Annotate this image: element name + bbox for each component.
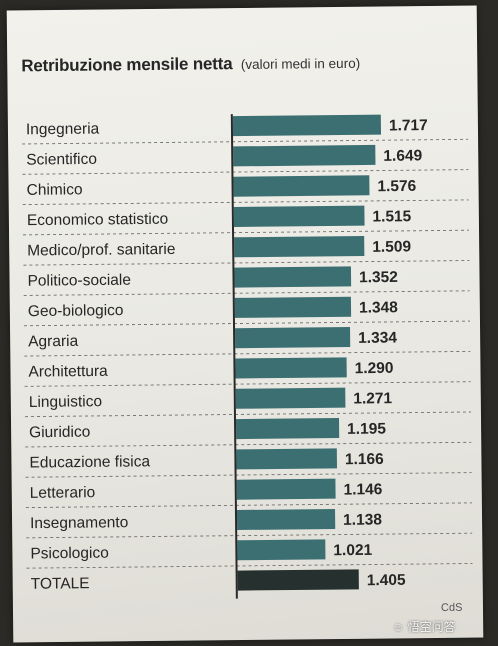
bar bbox=[233, 175, 370, 197]
category-row-linguistico: Linguistico 1.271 bbox=[24, 387, 471, 418]
category-row-ingegneria: Ingegneria 1.717 bbox=[22, 114, 469, 145]
newspaper-clipping: Retribuzione mensile netta (valori medi … bbox=[6, 5, 484, 643]
row-separator bbox=[22, 199, 469, 206]
category-label: Letterario bbox=[30, 484, 96, 502]
row-separator bbox=[24, 411, 471, 418]
bar bbox=[235, 327, 351, 349]
bar bbox=[234, 296, 352, 318]
source-credit: CdS bbox=[440, 601, 463, 614]
row-separator bbox=[25, 502, 472, 509]
watermark-icon: ☺ bbox=[392, 620, 408, 634]
row-separator bbox=[25, 441, 472, 448]
bar-chart: Ingegneria 1.717 Scientifico 1.649 Chimico 1.… bbox=[22, 114, 473, 599]
category-label: Politico-sociale bbox=[27, 272, 131, 290]
value-label: 1.515 bbox=[372, 208, 411, 225]
category-row-economico-statistico: Economico statistico 1.515 bbox=[23, 205, 470, 236]
category-row-architettura: Architettura 1.290 bbox=[24, 357, 471, 387]
value-label: 1.348 bbox=[359, 299, 398, 316]
row-separator bbox=[22, 138, 469, 145]
bar bbox=[236, 448, 338, 470]
category-label: Scientifico bbox=[26, 151, 97, 169]
category-label: Linguistico bbox=[29, 393, 102, 411]
category-label: Educazione fisica bbox=[29, 453, 150, 471]
row-separator bbox=[26, 532, 473, 539]
category-row-agraria: Agraria 1.334 bbox=[24, 327, 471, 357]
category-label: Chimico bbox=[26, 181, 82, 199]
bar bbox=[235, 418, 340, 440]
bar bbox=[234, 235, 365, 258]
category-label: Architettura bbox=[28, 363, 108, 381]
bar bbox=[235, 387, 346, 409]
value-label: 1.146 bbox=[343, 481, 382, 498]
value-label: 1.290 bbox=[355, 360, 394, 377]
value-label: 1.405 bbox=[367, 572, 406, 589]
category-row-educazione-fisica: Educazione fisica 1.166 bbox=[25, 448, 472, 478]
category-label: Psicologico bbox=[30, 545, 109, 563]
category-row-scientifico: Scientifico 1.649 bbox=[22, 144, 469, 175]
category-rows: Ingegneria 1.717 Scientifico 1.649 Chimico 1.… bbox=[22, 114, 473, 593]
value-label: 1.509 bbox=[372, 238, 411, 255]
bar bbox=[237, 539, 326, 561]
row-separator bbox=[26, 563, 473, 569]
category-label: Giuridico bbox=[29, 424, 90, 442]
value-label: 1.021 bbox=[333, 542, 372, 559]
bar bbox=[233, 144, 376, 167]
value-label: 1.166 bbox=[345, 451, 384, 468]
row-separator bbox=[23, 260, 470, 266]
watermark: ☺ 悟空问答 bbox=[392, 618, 456, 635]
category-row-medico-prof-sanitarie: Medico/prof. sanitarie 1.509 bbox=[23, 235, 470, 266]
category-row-giuridico: Giuridico 1.195 bbox=[25, 418, 472, 448]
category-label: Insegnamento bbox=[30, 514, 128, 532]
category-row-totale: TOTALE 1.405 bbox=[31, 569, 406, 593]
row-separator bbox=[23, 290, 470, 296]
row-separator bbox=[24, 381, 471, 387]
bar bbox=[233, 205, 365, 228]
category-row-politico-sociale: Politico-sociale 1.352 bbox=[23, 266, 470, 296]
category-row-insegnamento: Insegnamento 1.138 bbox=[26, 508, 473, 539]
value-label: 1.649 bbox=[383, 147, 422, 164]
category-label: TOTALE bbox=[31, 575, 90, 593]
bar bbox=[234, 266, 352, 288]
category-row-geo-biologico: Geo-biologico 1.348 bbox=[24, 296, 470, 327]
watermark-text: 悟空问答 bbox=[407, 620, 456, 634]
bar bbox=[236, 478, 336, 500]
row-separator bbox=[24, 350, 471, 357]
category-row-letterario: Letterario 1.146 bbox=[25, 478, 472, 509]
value-label: 1.334 bbox=[358, 330, 397, 347]
value-label: 1.195 bbox=[347, 421, 386, 438]
row-separator bbox=[23, 229, 470, 236]
y-axis-line bbox=[230, 114, 238, 599]
category-label: Economico statistico bbox=[27, 211, 168, 229]
category-label: Medico/prof. sanitarie bbox=[27, 241, 175, 260]
value-label: 1.576 bbox=[377, 178, 416, 195]
value-label: 1.138 bbox=[343, 511, 382, 528]
bar bbox=[236, 508, 336, 530]
row-separator bbox=[25, 472, 472, 478]
category-row-psicologico: Psicologico 1.021 bbox=[26, 539, 473, 569]
category-label: Geo-biologico bbox=[28, 302, 124, 320]
bar bbox=[235, 357, 347, 379]
bar bbox=[232, 114, 382, 137]
category-label: Ingegneria bbox=[26, 121, 100, 139]
category-row-chimico: Chimico 1.576 bbox=[22, 175, 469, 206]
value-label: 1.271 bbox=[353, 390, 392, 407]
category-label: Agraria bbox=[28, 333, 79, 351]
row-separator bbox=[22, 169, 469, 175]
value-label: 1.352 bbox=[359, 269, 398, 286]
total-bar bbox=[237, 569, 359, 591]
value-label: 1.717 bbox=[389, 117, 428, 134]
row-separator bbox=[24, 320, 470, 327]
